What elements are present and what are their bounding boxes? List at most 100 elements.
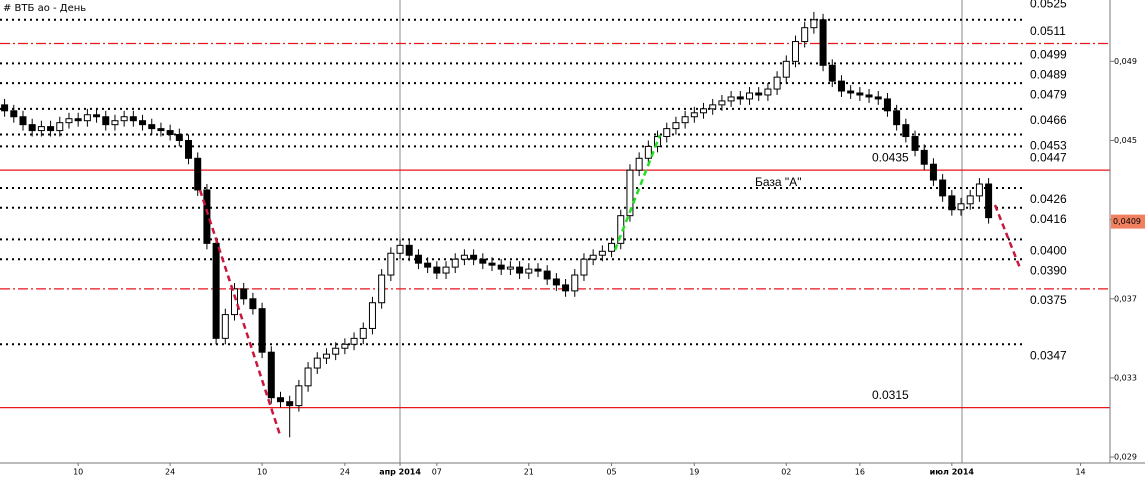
candle-body — [791, 41, 799, 62]
candle-body — [571, 274, 579, 292]
candle-body — [249, 298, 257, 310]
candle-body — [276, 397, 284, 403]
annotation: База "А" — [755, 175, 801, 189]
candle-body — [663, 128, 671, 138]
candle-body — [442, 266, 450, 274]
candle-body — [322, 353, 330, 359]
candle-body — [654, 136, 662, 147]
y-tick-label: 0,029 — [1114, 453, 1137, 462]
chart-title: # ВТБ ао - День — [3, 3, 86, 14]
candle-body — [28, 124, 36, 132]
candle-body — [286, 401, 294, 407]
x-tick-label: 16 — [855, 468, 865, 477]
candle-body — [47, 126, 55, 132]
candle-body — [1, 104, 9, 112]
x-tick-label: 19 — [689, 468, 699, 477]
candle-body — [837, 80, 845, 92]
candle-body — [819, 19, 827, 66]
candle-body — [893, 110, 901, 126]
candle-body — [635, 157, 643, 171]
x-tick-label: апр 2014 — [379, 468, 421, 477]
candle-body — [516, 266, 524, 274]
candle-body — [148, 124, 156, 130]
projection-line — [993, 204, 1022, 269]
candle-body — [479, 258, 487, 264]
candle-body — [755, 92, 763, 96]
candle-body — [957, 203, 965, 211]
candle-body — [690, 112, 698, 118]
candle-body — [874, 96, 882, 100]
candle-body — [396, 244, 404, 254]
candles — [1, 11, 993, 438]
y-tick-label: 0,049 — [1114, 57, 1137, 66]
candle-body — [497, 264, 505, 270]
candle-body — [883, 98, 891, 112]
level-label: 0.0426 — [1030, 192, 1067, 206]
candle-body — [773, 76, 781, 90]
candle-body — [194, 157, 202, 191]
candle-body — [672, 122, 680, 130]
candle-body — [727, 96, 735, 102]
candle-body — [387, 252, 395, 276]
level-label: 0.0511 — [1030, 24, 1066, 38]
candle-body — [332, 347, 340, 355]
candle-body — [175, 134, 183, 141]
candle-body — [782, 60, 790, 78]
y-tick-label: 0,045 — [1114, 136, 1137, 145]
candle-body — [534, 268, 542, 272]
level-label: 0.0479 — [1030, 87, 1067, 101]
level-label: 0.0489 — [1030, 67, 1067, 81]
title-box — [0, 0, 96, 14]
x-tick-label: 10 — [257, 468, 267, 477]
candle-body — [608, 242, 616, 252]
level-label: 0.0375 — [1030, 293, 1067, 307]
x-tick-label: июл 2014 — [930, 468, 975, 477]
x-tick-label: 07 — [432, 468, 442, 477]
candle-body — [414, 254, 422, 264]
y-axis-panel — [1110, 0, 1145, 480]
trend-line — [198, 189, 282, 436]
level-label: 0.0525 — [1030, 0, 1067, 10]
candle-body — [865, 94, 873, 98]
candle-body — [295, 385, 303, 407]
candle-body — [139, 120, 147, 126]
candle-body — [966, 195, 974, 205]
trend-line — [613, 134, 662, 251]
level-label: 0.0447 — [1030, 151, 1067, 165]
candle-body — [102, 116, 110, 126]
candle-body — [341, 343, 349, 349]
candle-body — [644, 145, 652, 159]
candle-body — [506, 266, 514, 270]
x-tick-label: 21 — [524, 468, 534, 477]
candle-body — [83, 114, 91, 122]
candle-body — [911, 136, 919, 151]
level-label: 0.0466 — [1030, 113, 1067, 127]
candle-body — [948, 195, 956, 211]
candle-body — [975, 183, 983, 197]
candle-body — [718, 100, 726, 106]
level-label: 0.0400 — [1030, 244, 1067, 258]
candle-body — [598, 250, 606, 256]
x-tick-label: 02 — [781, 468, 791, 477]
candle-body — [157, 128, 165, 132]
candle-body — [350, 337, 358, 345]
candle-body — [626, 169, 634, 217]
candle-body — [258, 308, 266, 353]
candle-body — [405, 244, 413, 256]
candle-body — [93, 114, 101, 118]
candle-body — [74, 118, 82, 122]
candle-body — [562, 284, 570, 292]
candle-body — [166, 130, 174, 136]
candle-body — [985, 183, 993, 219]
candle-body — [231, 288, 239, 316]
level-label: 0.0435 — [872, 150, 909, 164]
level-label: 0.0416 — [1030, 212, 1067, 226]
candle-body — [65, 118, 73, 124]
candle-body — [267, 351, 275, 399]
candle-body — [424, 262, 432, 268]
candle-body — [451, 258, 459, 268]
y-tick-label: 0,037 — [1114, 294, 1137, 303]
candle-body — [847, 90, 855, 94]
candle-body — [856, 92, 864, 96]
